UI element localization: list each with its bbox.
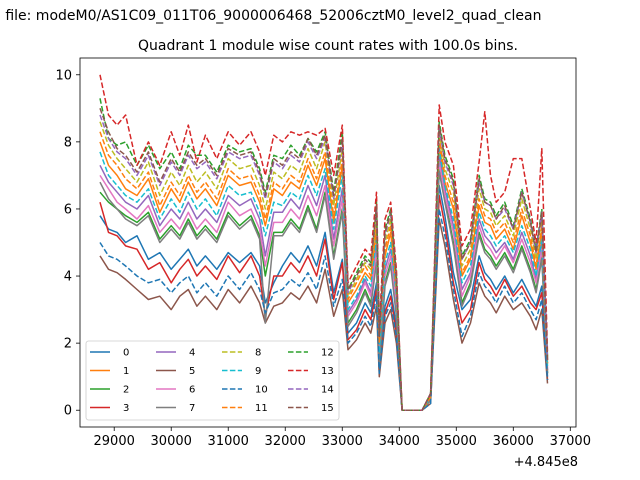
legend-label-9: 9 xyxy=(255,366,261,377)
legend-label-3: 3 xyxy=(123,403,129,414)
x-tick-label-36000: 36000 xyxy=(493,434,534,449)
legend-label-2: 2 xyxy=(123,385,129,396)
x-tick-label-34000: 34000 xyxy=(379,434,420,449)
legend-label-7: 7 xyxy=(189,403,195,414)
series-line-7 xyxy=(99,171,549,411)
x-tick-label-35000: 35000 xyxy=(436,434,477,449)
legend-label-12: 12 xyxy=(321,348,334,359)
series-line-11 xyxy=(99,131,549,411)
y-tick-label-10: 10 xyxy=(55,68,72,83)
series-line-6 xyxy=(99,161,549,411)
x-offset-label: +4.845e8 xyxy=(514,455,578,470)
figure-suptitle: n file: modeM0/AS1C09_011T06_9000006468_… xyxy=(0,8,541,24)
axes-title: Quadrant 1 module wise count rates with … xyxy=(138,38,518,54)
x-tick-label-30000: 30000 xyxy=(151,434,192,449)
axes-frame xyxy=(79,57,577,428)
y-tick-label-2: 2 xyxy=(64,337,72,352)
legend-label-10: 10 xyxy=(255,385,268,396)
legend-label-4: 4 xyxy=(189,348,195,359)
series-line-4 xyxy=(99,154,549,411)
series-line-3 xyxy=(99,194,549,411)
y-tick-label-0: 0 xyxy=(64,404,72,419)
series-line-12 xyxy=(99,98,549,411)
x-tick-label-37000: 37000 xyxy=(550,434,591,449)
y-tick-label-6: 6 xyxy=(64,202,72,217)
series-line-2 xyxy=(99,164,549,411)
legend-label-13: 13 xyxy=(321,366,334,377)
x-tick-label-31000: 31000 xyxy=(208,434,249,449)
legend-label-15: 15 xyxy=(321,403,334,414)
legend-label-1: 1 xyxy=(123,366,129,377)
series-line-1 xyxy=(99,141,549,411)
x-tick-label-32000: 32000 xyxy=(265,434,306,449)
legend-label-0: 0 xyxy=(123,348,129,359)
legend-label-8: 8 xyxy=(255,348,261,359)
legend-box xyxy=(85,340,340,421)
y-axis: 0 2 4 6 8 10 xyxy=(55,68,80,419)
plot-area xyxy=(79,57,577,428)
legend-label-14: 14 xyxy=(321,385,334,396)
series-line-0 xyxy=(99,184,549,411)
series-line-5 xyxy=(99,218,549,411)
y-tick-label-4: 4 xyxy=(64,270,72,285)
x-tick-label-33000: 33000 xyxy=(322,434,363,449)
series-line-8 xyxy=(99,121,549,411)
x-tick-label-29000: 29000 xyxy=(94,434,135,449)
y-tick-label-8: 8 xyxy=(64,135,72,150)
legend-label-11: 11 xyxy=(255,403,268,414)
series-layer xyxy=(99,74,549,411)
series-line-13 xyxy=(99,74,549,411)
x-axis: 29000 30000 31000 32000 33000 34000 35000 36000… xyxy=(94,427,591,449)
series-line-15 xyxy=(99,108,549,411)
legend-label-5: 5 xyxy=(189,366,195,377)
legend-label-6: 6 xyxy=(189,385,195,396)
series-line-9 xyxy=(99,147,549,411)
